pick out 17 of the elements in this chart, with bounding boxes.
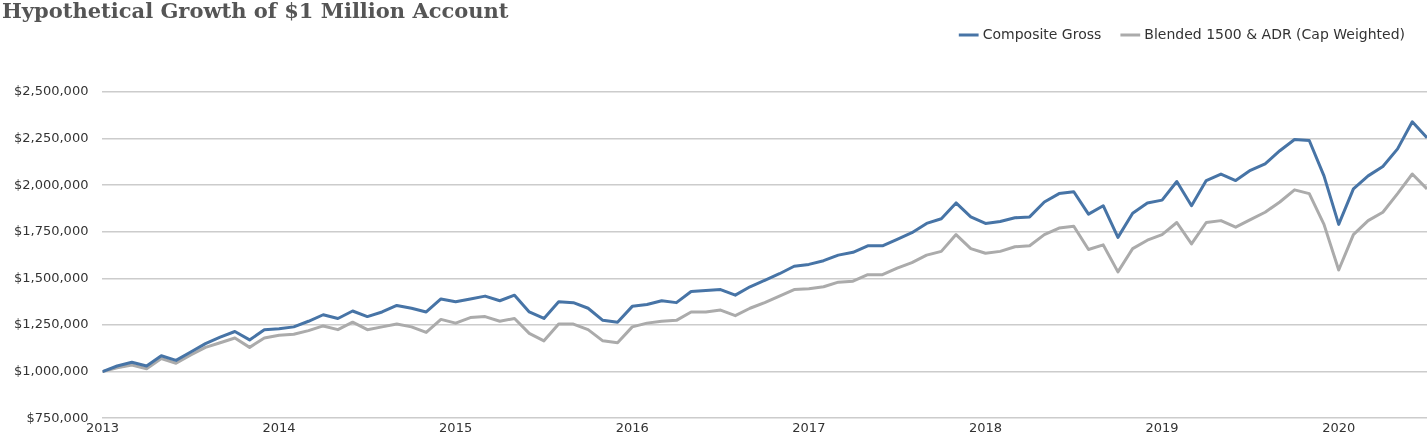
x-tick-label: 2020: [1322, 420, 1356, 436]
y-tick-label: $1,250,000: [14, 316, 89, 332]
y-tick-label: $2,000,000: [14, 176, 89, 192]
x-tick-label: 2015: [439, 420, 473, 436]
x-tick-label: 2019: [1145, 420, 1179, 436]
legend-label: Blended 1500 & ADR (Cap Weighted): [1144, 25, 1406, 42]
y-tick-label: $2,250,000: [14, 129, 89, 145]
x-tick-label: 2018: [968, 420, 1003, 436]
chart-title: Hypothetical Growth of $1 Million Account: [2, 0, 509, 23]
y-tick-label: $2,500,000: [14, 83, 89, 99]
x-tick-label: 2014: [262, 420, 296, 436]
y-tick-label: $1,500,000: [14, 269, 89, 285]
x-tick-label: 2016: [615, 420, 649, 436]
legend-label: Composite Gross: [982, 25, 1102, 42]
y-tick-label: $1,750,000: [14, 223, 89, 239]
x-tick-label: 2017: [792, 420, 826, 436]
y-tick-label: $1,000,000: [14, 362, 89, 378]
